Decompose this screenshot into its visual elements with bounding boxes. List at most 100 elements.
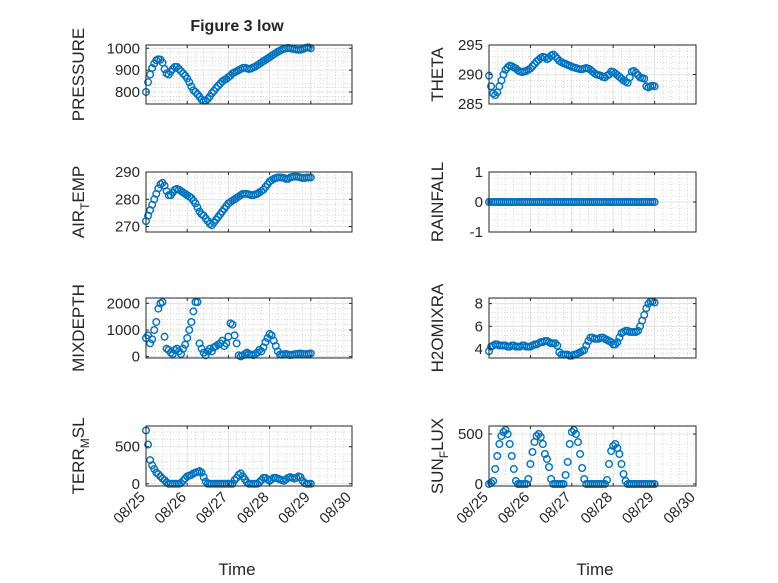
y-tick-label: 500 — [458, 426, 483, 443]
data-point — [582, 341, 591, 350]
data-point — [195, 467, 204, 476]
data-point — [189, 307, 198, 316]
data-point — [144, 331, 153, 340]
data-point — [540, 450, 549, 459]
y-tick-label: 1000 — [107, 40, 140, 57]
data-point — [640, 310, 649, 319]
data-point — [503, 430, 512, 439]
data-point — [580, 475, 589, 484]
y-tick-label: 290 — [458, 67, 483, 84]
y-tick-label: 2000 — [107, 295, 140, 312]
data-point — [526, 460, 535, 469]
data-point — [230, 331, 239, 340]
y-axis-label: PRESSURE — [69, 28, 88, 122]
data-point — [532, 432, 541, 441]
subplot-mixdepth: 0 1000 2000 MIXDEPTH — [69, 284, 353, 372]
data-point — [501, 65, 510, 74]
y-axis-label: TERRMSL — [69, 417, 92, 494]
data-point — [189, 86, 198, 95]
y-tick-label: 1 — [475, 164, 483, 181]
data-point — [551, 339, 560, 348]
data-point — [234, 470, 243, 479]
data-point — [183, 334, 192, 343]
data-point — [144, 78, 153, 87]
data-point — [232, 339, 241, 348]
data-point — [230, 476, 239, 485]
data-point — [160, 332, 169, 341]
plot-area — [146, 172, 352, 232]
figure-title: Figure 3 low — [190, 18, 284, 35]
data-point — [640, 74, 649, 83]
data-point — [201, 351, 210, 360]
data-point — [501, 426, 510, 435]
data-point — [559, 480, 568, 489]
data-point — [611, 440, 620, 449]
data-point — [214, 81, 223, 90]
data-point — [489, 89, 498, 98]
data-point — [528, 448, 537, 457]
data-point — [615, 333, 624, 342]
subplot-air-temp: 270 280 290 AIRTEMP — [69, 164, 353, 239]
data-point — [493, 452, 502, 461]
data-point — [605, 460, 614, 469]
data-point — [197, 468, 206, 477]
data-point — [602, 476, 611, 485]
data-point — [650, 197, 659, 206]
data-point — [158, 298, 167, 307]
data-point — [553, 341, 562, 350]
data-point — [193, 298, 202, 307]
data-point — [257, 347, 266, 356]
data-point — [487, 82, 496, 91]
data-point — [576, 450, 585, 459]
y-axis-label: SUNFLUX — [428, 418, 451, 494]
data-point — [228, 320, 237, 329]
data-point — [650, 82, 659, 91]
data-point — [569, 426, 578, 435]
data-point — [177, 67, 186, 76]
subplot-h2omixra: 4 6 8 H2OMIXRA — [428, 283, 697, 372]
data-point — [207, 347, 216, 356]
data-point — [179, 476, 188, 485]
data-point — [615, 450, 624, 459]
y-tick-label: 0 — [475, 476, 483, 493]
data-point — [212, 84, 221, 93]
data-point — [507, 452, 516, 461]
x-axis-label-right: Time — [576, 560, 613, 579]
data-point — [563, 458, 572, 467]
y-tick-label: 270 — [115, 219, 140, 236]
data-point — [193, 203, 202, 212]
y-tick-label: 8 — [475, 296, 483, 313]
y-axis-label: RAINFALL — [428, 162, 447, 242]
data-point — [619, 470, 628, 479]
data-point — [609, 442, 618, 451]
data-point — [146, 339, 155, 348]
subplot-theta: 285 290 295 THETA — [428, 37, 697, 113]
y-axis-label: AIRTEMP — [69, 166, 92, 239]
data-point — [207, 89, 216, 98]
y-tick-label: 0 — [475, 194, 483, 211]
y-tick-label: 4 — [475, 341, 483, 358]
data-point — [185, 78, 194, 87]
data-point — [561, 471, 570, 480]
data-point — [650, 480, 659, 489]
data-point — [578, 464, 587, 473]
axes-box — [145, 425, 353, 487]
data-point — [491, 465, 500, 474]
y-tick-label: 290 — [115, 164, 140, 181]
data-point — [538, 440, 547, 449]
y-axis-label: THETA — [428, 47, 447, 102]
data-point — [613, 338, 622, 347]
y-tick-label: 0 — [132, 476, 140, 493]
data-point — [549, 50, 558, 59]
y-tick-label: 295 — [458, 37, 483, 54]
data-point — [152, 318, 161, 327]
axes-box — [145, 44, 353, 105]
data-point — [148, 335, 157, 344]
data-point — [571, 430, 580, 439]
data-point — [600, 480, 609, 489]
data-point — [187, 318, 196, 327]
y-axis-label: MIXDEPTH — [69, 284, 88, 372]
data-point — [545, 463, 554, 472]
y-tick-label: 900 — [115, 62, 140, 79]
axes-box — [488, 425, 697, 487]
